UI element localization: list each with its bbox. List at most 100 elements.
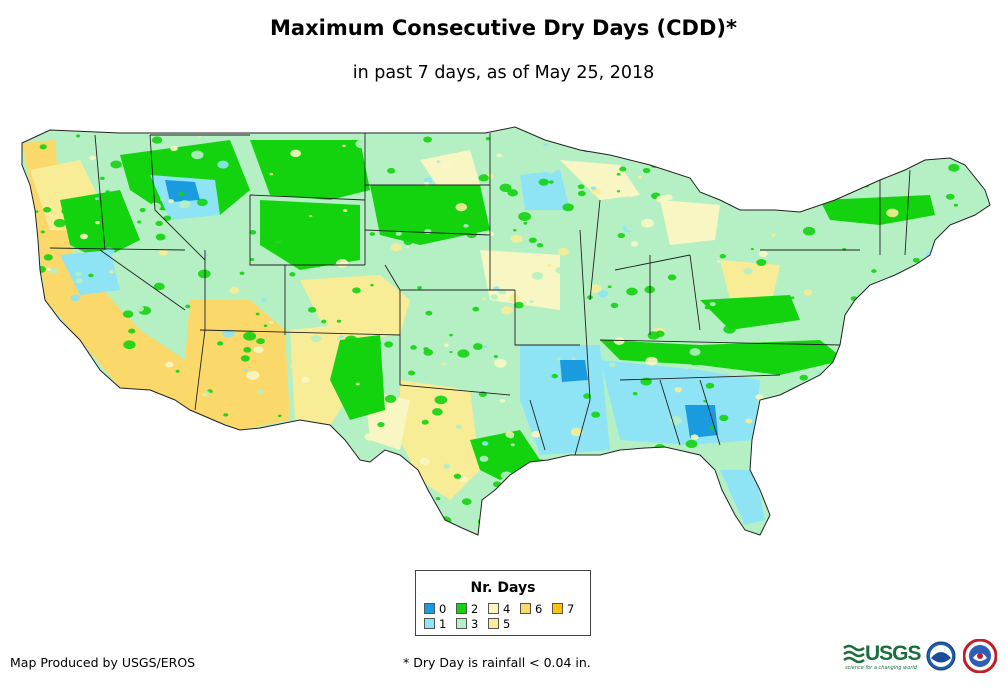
- cdd-patch: [958, 135, 963, 139]
- cdd-patch: [28, 518, 39, 525]
- cdd-patch: [403, 238, 413, 246]
- cdd-patch: [507, 189, 518, 197]
- cdd-patch: [137, 464, 149, 473]
- cdd-patch: [833, 407, 840, 412]
- cdd-patch: [886, 408, 898, 416]
- cdd-patch: [625, 223, 637, 231]
- cdd-patch: [787, 424, 795, 430]
- cdd-patch: [153, 282, 165, 291]
- cdd-patch: [43, 254, 53, 261]
- cdd-patch: [355, 382, 360, 386]
- cdd-patch: [342, 144, 346, 148]
- cdd-patch: [499, 398, 506, 403]
- cdd-patch: [859, 391, 871, 400]
- cdd-patch: [75, 278, 83, 284]
- cdd-patch: [39, 144, 47, 150]
- cdd-patch: [457, 383, 469, 392]
- cdd-patch: [661, 161, 671, 169]
- cdd-patch: [419, 457, 430, 465]
- cdd-patch: [183, 132, 195, 141]
- cdd-patch: [926, 485, 936, 492]
- cdd-patch: [925, 261, 936, 269]
- cdd-patch: [49, 321, 62, 330]
- cdd-patch: [968, 143, 980, 151]
- cdd-patch: [384, 341, 394, 348]
- usgs-logo-tagline: science for a changing world: [845, 665, 917, 671]
- cdd-patch: [188, 148, 193, 152]
- cdd-zone: [520, 170, 570, 210]
- cdd-patch: [29, 359, 41, 367]
- cdd-patch: [43, 206, 52, 213]
- cdd-patch: [752, 142, 760, 148]
- cdd-patch: [256, 338, 265, 345]
- cdd-patch: [577, 190, 586, 197]
- legend-label: 7: [567, 602, 575, 616]
- cdd-patch: [384, 394, 397, 403]
- cdd-patch: [479, 455, 489, 462]
- cdd-patch: [603, 394, 609, 398]
- cdd-patch: [583, 393, 592, 399]
- cdd-patch: [345, 335, 358, 345]
- cdd-patch: [364, 432, 376, 441]
- cdd-patch: [572, 357, 576, 360]
- cdd-patch: [101, 481, 106, 485]
- cdd-patch: [705, 382, 715, 389]
- usgs-logo: USGS science for a changing world: [843, 642, 922, 671]
- cdd-patch: [249, 229, 257, 235]
- cdd-patch: [667, 274, 677, 281]
- cdd-patch: [607, 285, 612, 289]
- cdd-patch: [961, 389, 971, 396]
- cdd-patch: [562, 203, 574, 212]
- cdd-patch: [169, 480, 174, 484]
- cdd-patch: [678, 282, 683, 286]
- cdd-zone: [60, 190, 140, 260]
- cdd-zone: [820, 195, 935, 225]
- cdd-zone: [720, 470, 765, 525]
- cdd-patch: [443, 463, 451, 469]
- cdd-patch: [743, 267, 753, 275]
- cdd-patch: [556, 357, 561, 361]
- cdd-patch: [941, 446, 954, 455]
- cdd-patch: [30, 430, 43, 439]
- cdd-patch: [216, 502, 226, 509]
- cdd-patch: [170, 145, 178, 152]
- cdd-patch: [824, 509, 832, 515]
- legend-swatch: [456, 618, 467, 629]
- cdd-patch: [555, 266, 566, 275]
- cdd-zone: [660, 200, 720, 245]
- cdd-patch: [965, 299, 979, 309]
- cdd-patch: [674, 386, 683, 393]
- cdd-zone: [700, 295, 800, 330]
- cdd-patch: [406, 246, 410, 249]
- cdd-patch: [755, 394, 764, 400]
- cdd-patch: [64, 441, 78, 451]
- cdd-patch: [792, 422, 805, 432]
- cdd-patch: [187, 435, 198, 443]
- cdd-patch: [608, 362, 616, 368]
- cdd-patch: [645, 356, 658, 366]
- cdd-patch: [913, 133, 921, 139]
- cdd-patch: [330, 445, 342, 453]
- cdd-patch: [778, 141, 786, 148]
- cdd-patch: [95, 435, 106, 443]
- cdd-patch: [38, 444, 44, 449]
- state-border: [249, 195, 365, 266]
- cdd-patch: [810, 425, 819, 432]
- cdd-patch: [547, 263, 552, 268]
- cdd-patch: [336, 259, 349, 268]
- cdd-patch: [768, 406, 774, 411]
- cdd-patch: [155, 220, 163, 227]
- cdd-patch: [817, 371, 821, 374]
- cdd-patch: [281, 511, 285, 514]
- cdd-patch: [543, 522, 553, 530]
- cdd-patch: [343, 209, 348, 213]
- cdd-patch: [197, 269, 211, 279]
- cdd-patch: [513, 229, 517, 232]
- cdd-patch: [160, 198, 165, 202]
- legend-label: 4: [503, 602, 511, 616]
- cdd-patch: [642, 515, 649, 521]
- nws-logo-icon: [963, 639, 997, 673]
- cdd-patch: [242, 505, 250, 511]
- cdd-patch: [240, 355, 250, 362]
- cdd-patch: [472, 343, 483, 350]
